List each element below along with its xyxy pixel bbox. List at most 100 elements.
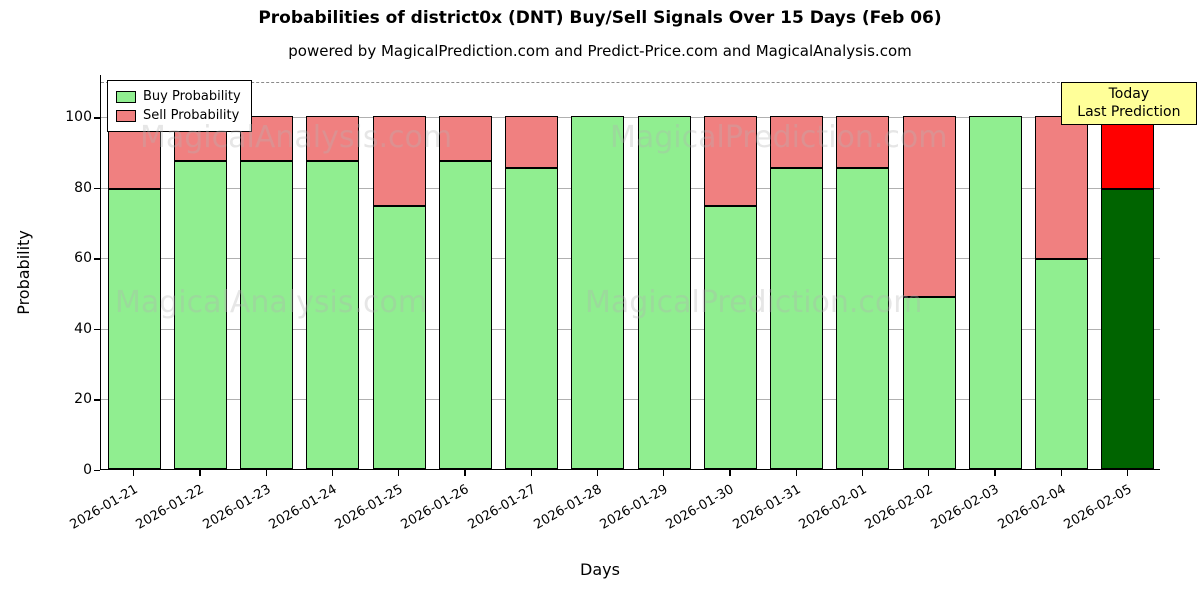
- x-tick-label: 2026-01-29: [597, 482, 671, 533]
- y-tick: [94, 399, 100, 401]
- x-tick: [1060, 470, 1062, 476]
- bar-segment-sell[interactable]: [372, 116, 426, 206]
- legend-swatch-sell: [116, 109, 136, 122]
- gridline: [101, 258, 1160, 260]
- bar-segment-buy[interactable]: [173, 161, 227, 469]
- bar-segment-buy[interactable]: [703, 205, 757, 469]
- y-tick-label: 40: [74, 320, 92, 337]
- legend-item-buy: Buy Probability: [116, 87, 241, 106]
- x-tick-label: 2026-01-27: [465, 482, 539, 533]
- gridline: [101, 117, 1160, 119]
- x-tick-label: 2026-02-02: [862, 482, 936, 533]
- bar-segment-sell[interactable]: [770, 116, 824, 168]
- bar-segment-buy[interactable]: [438, 161, 492, 469]
- bar-segment-buy[interactable]: [571, 116, 625, 469]
- x-tick-label: 2026-01-23: [200, 482, 274, 533]
- x-tick-label: 2026-01-28: [531, 482, 605, 533]
- x-tick: [398, 470, 400, 476]
- x-tick: [199, 470, 201, 476]
- gridline: [101, 328, 1160, 330]
- x-tick-label: 2026-02-04: [995, 482, 1069, 533]
- x-tick: [1126, 470, 1129, 476]
- y-tick-label: 80: [74, 179, 92, 196]
- bar-group[interactable]: [1035, 74, 1089, 469]
- bar-group[interactable]: [902, 74, 956, 469]
- x-tick: [133, 470, 135, 476]
- y-tick-label: 0: [83, 462, 92, 478]
- y-axis-title: Probability: [10, 75, 36, 470]
- x-tick: [464, 470, 466, 476]
- y-tick-label: 100: [65, 109, 92, 126]
- today-annotation: Today Last Prediction: [1060, 82, 1197, 125]
- y-tick: [94, 258, 100, 260]
- bar-segment-buy[interactable]: [107, 189, 161, 469]
- bar-group[interactable]: [1101, 74, 1155, 469]
- x-tick-label: 2026-01-30: [663, 482, 737, 533]
- x-tick: [928, 470, 930, 476]
- y-tick: [94, 328, 100, 331]
- x-tick-label: 2026-01-21: [67, 482, 141, 533]
- bar-segment-buy[interactable]: [836, 167, 890, 469]
- bar-group[interactable]: [240, 74, 294, 469]
- bar-group[interactable]: [968, 74, 1022, 469]
- bar-segment-buy[interactable]: [770, 167, 824, 469]
- bar-segment-sell[interactable]: [1101, 116, 1155, 189]
- bar-segment-buy[interactable]: [240, 161, 294, 469]
- bar-segment-sell[interactable]: [505, 116, 559, 168]
- chart-title: Probabilities of district0x (DNT) Buy/Se…: [258, 8, 942, 28]
- y-tick: [94, 187, 100, 190]
- bar-segment-sell[interactable]: [1035, 116, 1089, 259]
- x-tick-label: 2026-02-03: [928, 482, 1002, 533]
- y-axis-title-text: Probability: [13, 230, 33, 315]
- x-tick: [663, 470, 665, 476]
- x-tick-label: 2026-02-05: [1061, 482, 1135, 533]
- x-tick: [596, 470, 599, 476]
- plot-area: [100, 75, 1160, 470]
- x-tick: [994, 470, 996, 476]
- x-tick-label: 2026-01-22: [133, 482, 207, 533]
- legend-swatch-buy: [116, 90, 136, 103]
- bar-segment-sell[interactable]: [836, 116, 890, 168]
- chart-subtitle: powered by MagicalPrediction.com and Pre…: [288, 42, 912, 60]
- bar-group[interactable]: [173, 74, 227, 469]
- bar-segment-sell[interactable]: [306, 116, 360, 162]
- bar-segment-sell[interactable]: [240, 116, 294, 162]
- bar-segment-buy[interactable]: [1101, 188, 1155, 469]
- bar-segment-buy[interactable]: [1035, 258, 1089, 469]
- bar-group[interactable]: [306, 74, 360, 469]
- legend-label-sell: Sell Probability: [143, 108, 240, 123]
- bar-group[interactable]: [107, 74, 161, 469]
- bar-segment-buy[interactable]: [306, 161, 360, 469]
- x-tick: [795, 470, 797, 476]
- bar-segment-buy[interactable]: [637, 116, 691, 469]
- gridline: [101, 399, 1160, 401]
- x-tick-label: 2026-01-26: [398, 482, 472, 533]
- legend-item-sell: Sell Probability: [116, 106, 241, 125]
- bar-group[interactable]: [637, 74, 691, 469]
- x-tick: [861, 470, 864, 476]
- bar-group[interactable]: [703, 74, 757, 469]
- bar-group[interactable]: [770, 74, 824, 469]
- bar-group[interactable]: [505, 74, 559, 469]
- y-tick: [94, 117, 100, 119]
- bar-group[interactable]: [836, 74, 890, 469]
- y-tick-label: 60: [74, 250, 92, 267]
- legend-label-buy: Buy Probability: [143, 89, 241, 104]
- bar-segment-buy[interactable]: [505, 167, 559, 469]
- bar-segment-sell[interactable]: [902, 116, 956, 297]
- x-tick: [729, 470, 731, 476]
- bar-group[interactable]: [372, 74, 426, 469]
- x-tick: [265, 470, 267, 476]
- bar-group[interactable]: [571, 74, 625, 469]
- bar-segment-sell[interactable]: [438, 116, 492, 162]
- bar-segment-buy[interactable]: [968, 116, 1022, 469]
- bar-segment-sell[interactable]: [703, 116, 757, 206]
- x-axis-title: Days: [580, 560, 620, 579]
- today-annotation-line2: Last Prediction: [1077, 103, 1181, 120]
- bar-group[interactable]: [438, 74, 492, 469]
- bar-segment-buy[interactable]: [902, 296, 956, 469]
- x-tick: [331, 470, 334, 476]
- bar-segment-buy[interactable]: [372, 205, 426, 469]
- today-annotation-line1: Today: [1108, 86, 1150, 102]
